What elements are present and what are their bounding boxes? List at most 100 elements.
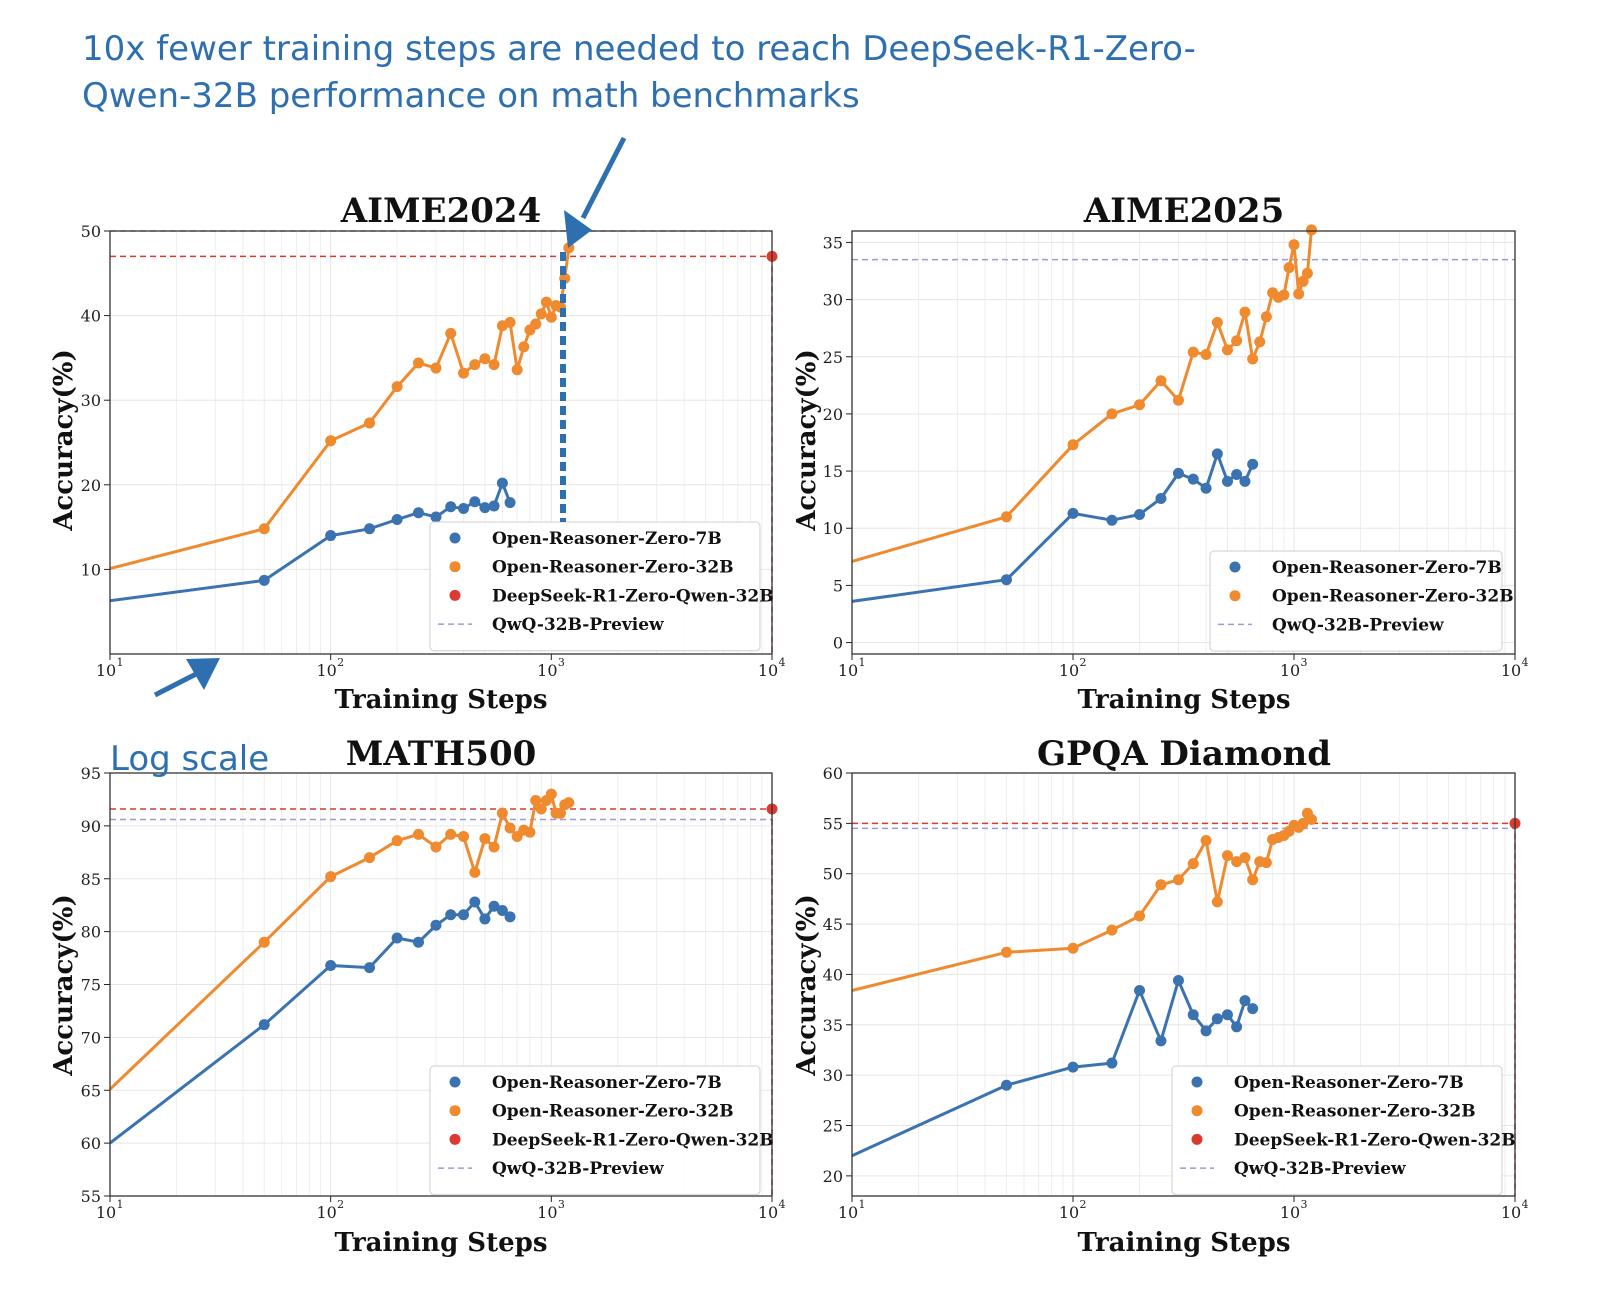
data-point-open-reasoner-zero-32b <box>391 381 403 393</box>
data-point-open-reasoner-zero-7b <box>364 523 376 535</box>
y-tick-label: 25 <box>823 348 843 367</box>
data-point-open-reasoner-zero-32b <box>445 327 457 339</box>
data-point-open-reasoner-zero-7b <box>1187 1009 1199 1021</box>
legend-label-qwq-32b-preview: QwQ-32B-Preview <box>492 1159 664 1179</box>
legend-label-open-reasoner-zero-7b: Open-Reasoner-Zero-7B <box>1234 1073 1464 1093</box>
data-point-open-reasoner-zero-32b <box>535 308 547 320</box>
x-tick-label: 10 <box>1059 661 1079 680</box>
legend-swatch <box>449 1105 461 1117</box>
data-point-open-reasoner-zero-32b <box>1187 346 1199 358</box>
data-point-open-reasoner-zero-7b <box>1239 995 1251 1007</box>
y-tick-label: 45 <box>823 915 843 934</box>
headline-line-1: 10x fewer training steps are needed to r… <box>82 29 1196 69</box>
data-point-open-reasoner-zero-32b <box>258 523 270 535</box>
data-point-open-reasoner-zero-32b <box>1260 311 1272 323</box>
data-point-open-reasoner-zero-7b <box>479 913 491 925</box>
legend-box <box>429 521 761 652</box>
plot-frame <box>851 230 1516 655</box>
x-tick-exponent: 1 <box>859 1198 866 1211</box>
legend-box <box>1209 550 1503 652</box>
data-point-open-reasoner-zero-7b <box>1155 493 1167 505</box>
data-point-open-reasoner-zero-32b <box>530 794 542 806</box>
arrow-shaft-log <box>153 669 202 698</box>
x-tick-exponent: 1 <box>859 656 866 669</box>
data-point-open-reasoner-zero-7b <box>430 511 442 523</box>
data-point-open-reasoner-zero-32b <box>1260 857 1272 869</box>
x-tick-label: 10 <box>537 661 557 680</box>
data-point-open-reasoner-zero-32b <box>1239 306 1251 318</box>
legend-swatch <box>1191 1133 1203 1145</box>
legend-label-qwq-32b-preview: QwQ-32B-Preview <box>492 615 664 635</box>
data-point-open-reasoner-zero-32b <box>1134 910 1146 922</box>
plot-frame <box>851 772 1516 1197</box>
data-point-open-reasoner-zero-32b <box>1231 856 1243 868</box>
chart-title: AIME2025 <box>1083 191 1284 231</box>
data-point-open-reasoner-zero-32b <box>325 871 337 883</box>
x-tick-label: 10 <box>1059 1203 1079 1222</box>
data-point-open-reasoner-zero-7b <box>1200 1025 1212 1037</box>
x-axis-label: Training Steps <box>1078 1228 1291 1258</box>
data-point-open-reasoner-zero-32b <box>540 296 552 308</box>
x-tick-label: 10 <box>838 661 858 680</box>
x-tick-label: 10 <box>1280 1203 1300 1222</box>
data-point-open-reasoner-zero-32b <box>1305 813 1317 825</box>
x-tick-label: 10 <box>96 1203 116 1222</box>
data-point-open-reasoner-zero-7b <box>1231 1021 1243 1033</box>
x-tick-exponent: 2 <box>337 656 344 669</box>
legend-swatch <box>1229 590 1241 602</box>
legend-label-open-reasoner-zero-7b: Open-Reasoner-Zero-7B <box>492 1073 722 1093</box>
data-point-open-reasoner-zero-7b <box>488 900 500 912</box>
log-scale-note: Log scale <box>110 739 269 779</box>
x-tick-label: 10 <box>537 1203 557 1222</box>
x-tick-label: 10 <box>838 1203 858 1222</box>
legend-box <box>429 1065 761 1196</box>
data-point-open-reasoner-zero-32b <box>469 866 481 878</box>
data-point-open-reasoner-zero-32b <box>1278 289 1290 301</box>
data-point-open-reasoner-zero-32b <box>1200 834 1212 846</box>
y-tick-label: 30 <box>823 1066 843 1085</box>
x-tick-exponent: 2 <box>1080 1198 1087 1211</box>
y-tick-label: 10 <box>81 560 101 579</box>
series-line-open-reasoner-zero-32b <box>851 811 1313 992</box>
y-tick-label: 25 <box>823 1117 843 1136</box>
x-tick-label: 10 <box>96 661 116 680</box>
legend-label-qwq-32b-preview: QwQ-32B-Preview <box>1234 1159 1406 1179</box>
x-tick-exponent: 2 <box>337 1198 344 1211</box>
data-point-open-reasoner-zero-32b <box>1254 336 1266 348</box>
data-point-open-reasoner-zero-32b <box>1221 850 1233 862</box>
headline-line-2: Qwen-32B performance on math benchmarks <box>82 76 860 116</box>
data-point-open-reasoner-zero-32b <box>1283 262 1295 274</box>
y-tick-label: 65 <box>81 1081 101 1100</box>
data-point-open-reasoner-zero-32b <box>258 936 270 948</box>
data-point-open-reasoner-zero-7b <box>1134 509 1146 521</box>
data-point-open-reasoner-zero-32b <box>554 807 566 819</box>
data-point-open-reasoner-zero-7b <box>391 513 403 525</box>
x-tick-label: 10 <box>1280 661 1300 680</box>
data-point-open-reasoner-zero-7b <box>1106 1057 1118 1069</box>
y-tick-label: 80 <box>81 923 101 942</box>
y-tick-label: 35 <box>823 233 843 252</box>
data-point-open-reasoner-zero-7b <box>1000 574 1012 586</box>
data-point-open-reasoner-zero-7b <box>458 502 470 514</box>
x-axis-label: Training Steps <box>1078 685 1291 715</box>
x-tick-exponent: 4 <box>779 1198 786 1211</box>
x-tick-label: 10 <box>1501 1203 1521 1222</box>
data-point-open-reasoner-zero-7b <box>1187 473 1199 485</box>
data-point-open-reasoner-zero-7b <box>412 936 424 948</box>
x-tick-exponent: 1 <box>117 1198 124 1211</box>
data-point-open-reasoner-zero-7b <box>1221 1009 1233 1021</box>
data-point-open-reasoner-zero-32b <box>1106 408 1118 420</box>
data-point-open-reasoner-zero-32b <box>325 435 337 447</box>
data-point-open-reasoner-zero-7b <box>1211 448 1223 460</box>
data-point-open-reasoner-zero-7b <box>325 530 337 542</box>
data-point-open-reasoner-zero-32b <box>1293 288 1305 300</box>
plot-frame <box>109 772 773 1197</box>
y-tick-label: 95 <box>81 764 101 783</box>
data-point-open-reasoner-zero-7b <box>469 896 481 908</box>
data-point-open-reasoner-zero-7b <box>1200 482 1212 494</box>
data-point-open-reasoner-zero-32b <box>391 835 403 847</box>
legend-label-open-reasoner-zero-32b: Open-Reasoner-Zero-32B <box>1234 1102 1476 1122</box>
legend: Open-Reasoner-Zero-7B Open-Reasoner-Zero-… <box>429 1065 774 1196</box>
x-axis-label: Training Steps <box>335 685 548 715</box>
